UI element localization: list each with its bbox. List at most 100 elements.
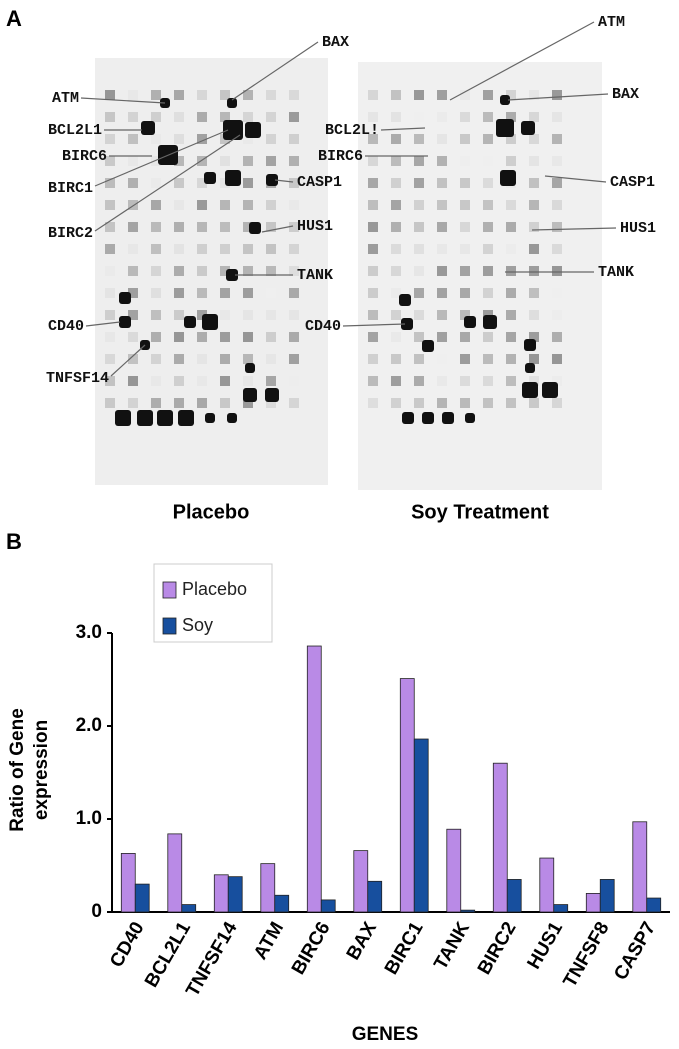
spot (437, 376, 447, 386)
spot (368, 134, 378, 144)
bar (353, 850, 369, 913)
spot (243, 134, 253, 144)
spot (529, 222, 539, 232)
spot (105, 288, 115, 298)
spot (368, 244, 378, 254)
spot (368, 310, 378, 320)
gene-label: CASP1 (610, 174, 655, 191)
spot (128, 398, 138, 408)
spot (105, 222, 115, 232)
bar (320, 899, 336, 913)
spot (483, 244, 493, 254)
spot (174, 112, 184, 122)
spot (266, 288, 276, 298)
spot (266, 332, 276, 342)
gene-label: TANK (598, 264, 634, 281)
spot (399, 294, 411, 306)
spot (202, 314, 218, 330)
spot (483, 288, 493, 298)
bar (167, 833, 183, 913)
x-tick-label: HUS1 (524, 918, 568, 973)
spot (522, 382, 538, 398)
gene-label: ATM (598, 14, 625, 31)
spot (245, 122, 261, 138)
spot (289, 112, 299, 122)
spot (289, 200, 299, 210)
spot (391, 112, 401, 122)
spot (506, 288, 516, 298)
spot (289, 134, 299, 144)
spot (464, 316, 476, 328)
spot (197, 332, 207, 342)
spot (220, 112, 230, 122)
spot (243, 332, 253, 342)
spot (197, 266, 207, 276)
spot (105, 178, 115, 188)
spot (460, 178, 470, 188)
spot (529, 90, 539, 100)
leader-line (531, 227, 617, 231)
spot (197, 178, 207, 188)
spot (414, 244, 424, 254)
spot (289, 266, 299, 276)
spot (506, 200, 516, 210)
spot (460, 112, 470, 122)
leader-line (94, 134, 241, 232)
spot (368, 288, 378, 298)
spot (128, 112, 138, 122)
spot (105, 156, 115, 166)
spot (151, 310, 161, 320)
bar (506, 879, 522, 913)
spot (197, 288, 207, 298)
spot (414, 134, 424, 144)
spot (128, 156, 138, 166)
spot (552, 178, 562, 188)
bar (213, 874, 229, 913)
bar (120, 853, 136, 913)
bar (599, 879, 615, 913)
legend-swatch (162, 581, 177, 599)
spot (197, 376, 207, 386)
spot (500, 170, 516, 186)
gene-label: CASP1 (297, 174, 342, 191)
spot (119, 316, 131, 328)
bar (274, 894, 290, 913)
spot (266, 156, 276, 166)
spot (437, 354, 447, 364)
blot-spots (105, 90, 562, 426)
spot (174, 200, 184, 210)
spot (105, 354, 115, 364)
spot (437, 244, 447, 254)
spot (266, 222, 276, 232)
spot (391, 332, 401, 342)
spot (506, 244, 516, 254)
spot (243, 266, 253, 276)
spot (174, 376, 184, 386)
spot (460, 222, 470, 232)
spot (128, 134, 138, 144)
spot (552, 354, 562, 364)
gene-label: HUS1 (297, 218, 333, 235)
spot (391, 376, 401, 386)
spot (529, 244, 539, 254)
spot (552, 288, 562, 298)
spot (128, 310, 138, 320)
spot (197, 222, 207, 232)
spot (151, 134, 161, 144)
spot (368, 376, 378, 386)
spot (529, 376, 539, 386)
gene-label: BAX (322, 34, 349, 51)
spot (266, 244, 276, 254)
spot (391, 156, 401, 166)
spot (391, 288, 401, 298)
spot (368, 178, 378, 188)
spot (105, 244, 115, 254)
spot (220, 222, 230, 232)
x-tick-label: BIRC6 (288, 919, 335, 979)
spot (391, 134, 401, 144)
gene-label: HUS1 (620, 220, 656, 237)
spot (174, 90, 184, 100)
spot (391, 178, 401, 188)
spot (137, 410, 153, 426)
